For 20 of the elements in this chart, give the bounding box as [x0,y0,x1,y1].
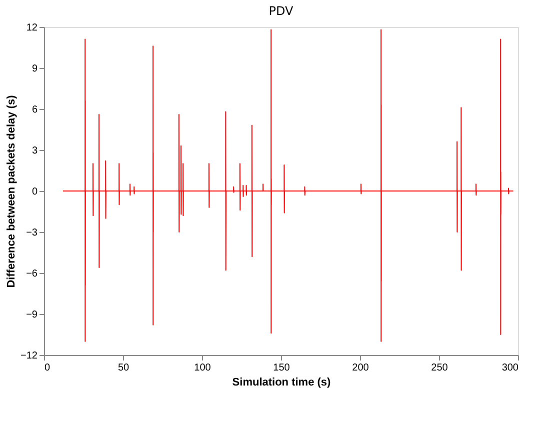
x-tick-label: 250 [431,362,448,374]
y-tick-label: −9 [26,310,38,320]
y-tick-label: 0 [32,186,38,198]
x-tick-label: 0 [44,362,50,374]
x-tick-label: 300 [502,362,519,374]
y-tick-label: −6 [26,268,38,280]
x-tick-label: 100 [194,362,212,374]
y-tick-label: −3 [26,228,38,238]
y-axis-title: Difference between packets delay (s) [6,94,18,288]
y-tick-label: 6 [32,104,38,116]
y-tick-label: −12 [20,350,38,362]
x-tick-label: 200 [352,362,370,374]
x-axis-title: Simulation time (s) [232,376,332,388]
x-tick-label: 50 [118,362,130,374]
y-tick-label: 9 [32,64,38,74]
line-series [62,29,514,342]
x-tick-label: 150 [273,362,290,374]
chart-title: PDV [268,4,294,18]
y-tick-label: 3 [32,146,38,156]
y-tick-label: 12 [26,22,38,34]
